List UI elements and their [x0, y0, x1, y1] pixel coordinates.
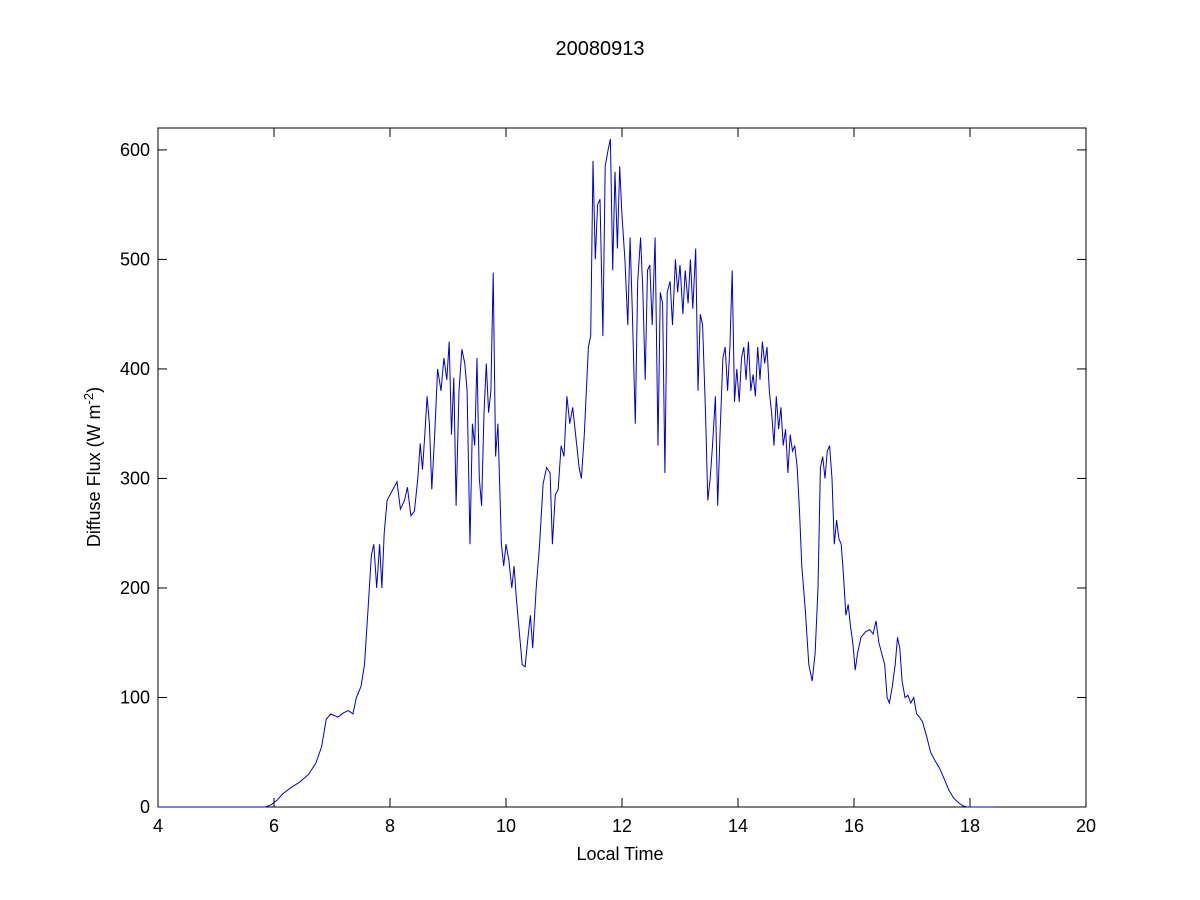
y-tick-label: 100	[120, 687, 150, 707]
y-axis-label: Diffuse Flux (W m-2)	[81, 387, 104, 547]
x-tick-label: 8	[385, 816, 395, 836]
diffuse-flux-line	[158, 138, 994, 808]
y-axis-label-superscript: -2	[81, 393, 96, 405]
x-axis-label: Local Time	[576, 844, 663, 864]
y-tick-label: 400	[120, 359, 150, 379]
y-tick-label: 600	[120, 140, 150, 160]
x-tick-label: 14	[728, 816, 748, 836]
x-tick-label: 4	[153, 816, 163, 836]
y-tick-label: 500	[120, 249, 150, 269]
x-tick-label: 6	[269, 816, 279, 836]
y-axis-label-main: Diffuse Flux (W m	[84, 404, 104, 547]
y-tick-label: 300	[120, 468, 150, 488]
x-tick-label: 18	[960, 816, 980, 836]
chart-title: 20080913	[556, 38, 645, 60]
y-tick-label: 200	[120, 578, 150, 598]
x-tick-label: 12	[612, 816, 632, 836]
tick-group	[157, 128, 1087, 808]
y-tick-label: 0	[140, 797, 150, 817]
y-axis-label-close: )	[84, 387, 104, 393]
x-tick-label: 16	[844, 816, 864, 836]
x-tick-label: 20	[1076, 816, 1096, 836]
x-tick-label: 10	[496, 816, 516, 836]
